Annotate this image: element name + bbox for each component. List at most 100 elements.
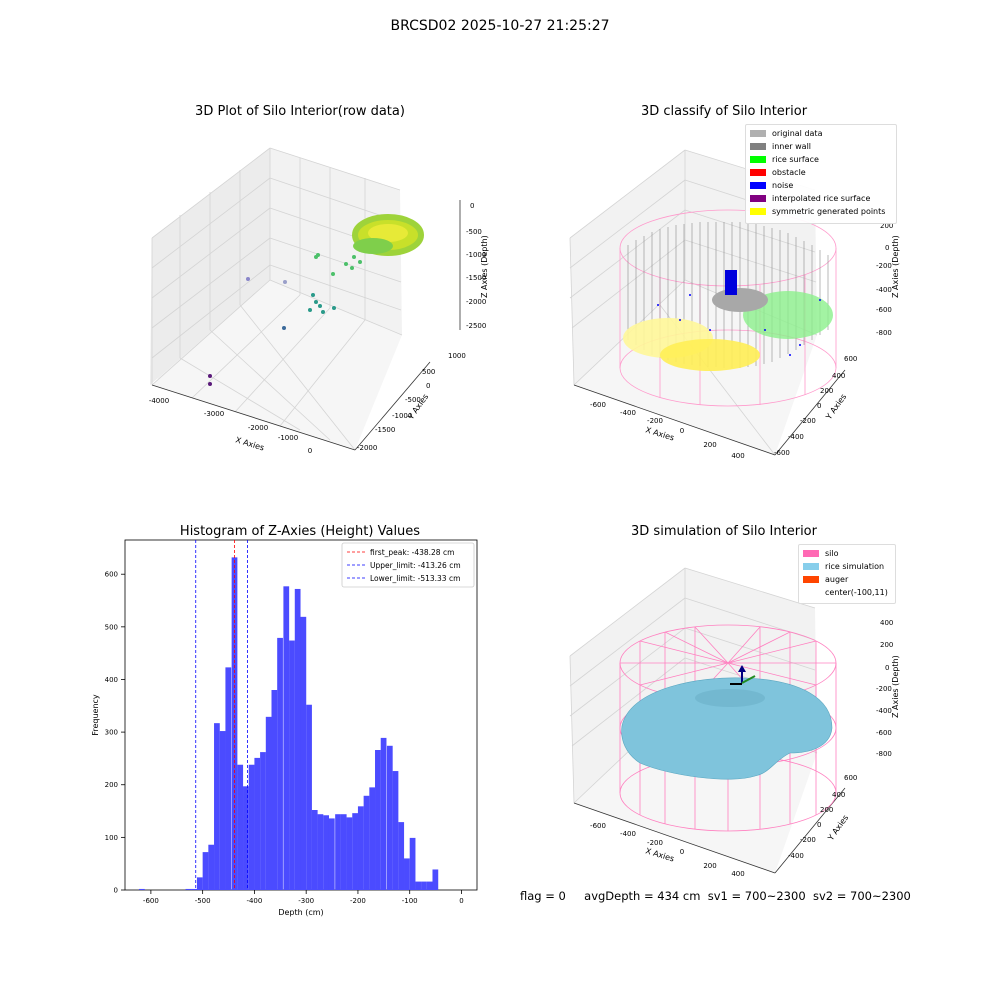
sv1-text: sv1 = 700~2300 [707, 889, 806, 903]
classify-ylabel: Y Axies [824, 392, 849, 422]
simulation-legend-item: center(-100,11) [799, 586, 895, 599]
classify-legend-label: interpolated rice surface [772, 194, 871, 203]
histogram-bar [398, 822, 405, 890]
simulation-legend-swatch [803, 576, 819, 583]
classify-ytick: 400 [832, 372, 845, 380]
simulation-legend-item: auger [799, 573, 895, 586]
classify-legend-label: original data [772, 129, 823, 138]
raw-plot-title: 3D Plot of Silo Interior(row data) [195, 104, 405, 119]
raw-ztick: -1500 [466, 274, 486, 282]
histogram-bar [311, 810, 318, 890]
histogram-bar [357, 806, 364, 890]
histogram-chart: -600 -500 -400 -300 -200 -100 0 0 100 200 300 400 50… [91, 539, 478, 917]
classify-legend-swatch [750, 143, 766, 150]
histogram-bar [237, 764, 244, 890]
histogram-bar [421, 881, 427, 890]
simulation-ztick: -200 [876, 685, 892, 693]
raw-xtick: -3000 [204, 410, 224, 418]
histogram-bar [260, 752, 266, 890]
simulation-xtick: 200 [703, 862, 716, 870]
simulation-ytick: 200 [820, 806, 833, 814]
histogram-bar [294, 588, 301, 890]
figure-suptitle: BRCSD02 2025-10-27 21:25:27 [390, 18, 610, 34]
classify-legend-label: obstacle [772, 168, 806, 177]
simulation-ztick: 0 [885, 664, 889, 672]
classify-ytick: 200 [820, 387, 833, 395]
histogram-title: Histogram of Z-Axies (Height) Values [179, 524, 421, 539]
classify-xtick: 400 [731, 452, 744, 460]
classify-legend-swatch [750, 182, 766, 189]
histogram-ytick-label: 400 [105, 676, 118, 684]
histogram-bar [375, 750, 381, 890]
classify-legend-label: symmetric generated points [772, 207, 886, 216]
histogram-bar [196, 877, 203, 890]
classify-ztick: -200 [876, 262, 892, 270]
classify-ztick: 0 [885, 244, 889, 252]
raw-ztick: 0 [470, 202, 474, 210]
classify-ytick: -400 [788, 433, 804, 441]
histogram-bar [392, 771, 399, 890]
classify-xtick: 200 [703, 441, 716, 449]
histogram-bar [243, 786, 249, 890]
simulation-ztick: -800 [876, 750, 892, 758]
classify-ytick: 0 [817, 402, 821, 410]
histogram-legend-label: first_peak: -438.28 cm [370, 548, 454, 557]
simulation-legend-swatch [803, 550, 819, 557]
simulation-legend-label: auger [825, 575, 849, 584]
classify-zlabel: Z Axies (Depth) [891, 235, 900, 298]
classify-legend-label: rice surface [772, 155, 819, 164]
simulation-xlabel: X Axies [644, 846, 675, 863]
histogram-ylabel: Frequency [91, 694, 100, 736]
histogram-bar [202, 852, 209, 890]
raw-zlabel: Z Axies (Depth) [480, 235, 489, 298]
simulation-legend: silo rice simulation auger center(-100,11) [798, 544, 896, 604]
histogram-xtick-label: 0 [459, 897, 463, 905]
histogram-bar [426, 881, 433, 890]
histogram-ytick-label: 100 [105, 834, 118, 842]
classify-xtick: 0 [680, 427, 684, 435]
histogram-ytick-label: 600 [105, 571, 118, 579]
histogram-bar [185, 888, 192, 890]
raw-xtick: 0 [308, 447, 312, 455]
simulation-plot-title: 3D simulation of Silo Interior [631, 524, 817, 539]
histogram-bar [208, 844, 215, 890]
classify-legend-swatch [750, 130, 766, 137]
classify-ytick: -200 [800, 417, 816, 425]
histogram-bar [335, 814, 341, 890]
classify-legend-item: rice surface [746, 153, 896, 166]
classify-ztick: 200 [880, 222, 893, 230]
raw-ytick: 1000 [448, 352, 466, 360]
histogram-bar [191, 888, 198, 890]
simulation-xtick: -400 [620, 830, 636, 838]
histogram-bar [380, 737, 387, 890]
histogram-bar [277, 637, 283, 890]
histogram-bar [248, 764, 255, 890]
raw-ytick: -1000 [392, 412, 412, 420]
simulation-xtick: -600 [590, 822, 606, 830]
histogram-legend-box [341, 542, 475, 588]
histogram-bar [409, 837, 416, 890]
simulation-ztick: 400 [880, 619, 893, 627]
simulation-ytick: 400 [832, 791, 845, 799]
classify-xtick: -600 [590, 401, 606, 409]
simulation-ytick: 600 [844, 774, 857, 782]
histogram-ytick-label: 500 [105, 623, 118, 631]
raw-xtick: -2000 [248, 424, 268, 432]
simulation-ytick: 0 [817, 821, 821, 829]
histogram-bar [352, 813, 358, 890]
classify-xtick: -200 [647, 417, 663, 425]
classify-legend-swatch [750, 195, 766, 202]
histogram-ytick-label: 300 [105, 729, 118, 737]
histogram-bar [404, 858, 410, 890]
simulation-ylabel: Y Axies [826, 813, 851, 843]
classify-legend-swatch [750, 208, 766, 215]
classify-ztick: -400 [876, 286, 892, 294]
histogram-ytick-label: 0 [114, 887, 118, 895]
simulation-zlabel: Z Axies (Depth) [891, 655, 900, 718]
histogram-bar [283, 586, 290, 890]
simulation-legend-item: rice simulation [799, 560, 895, 573]
histogram-legend-label: Lower_limit: -513.33 cm [370, 574, 460, 583]
histogram-bar [271, 690, 278, 890]
histogram-bar [415, 881, 422, 890]
raw-ytick: 0 [426, 382, 430, 390]
